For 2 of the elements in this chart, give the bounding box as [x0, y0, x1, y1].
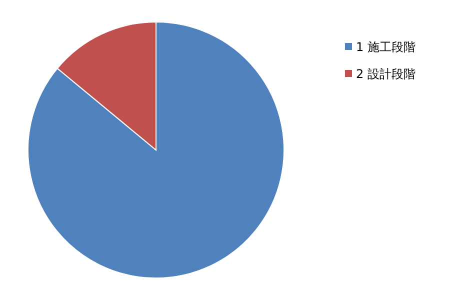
- legend-label: 2 設計段階: [356, 67, 416, 81]
- legend-label: 1 施工段階: [356, 40, 416, 54]
